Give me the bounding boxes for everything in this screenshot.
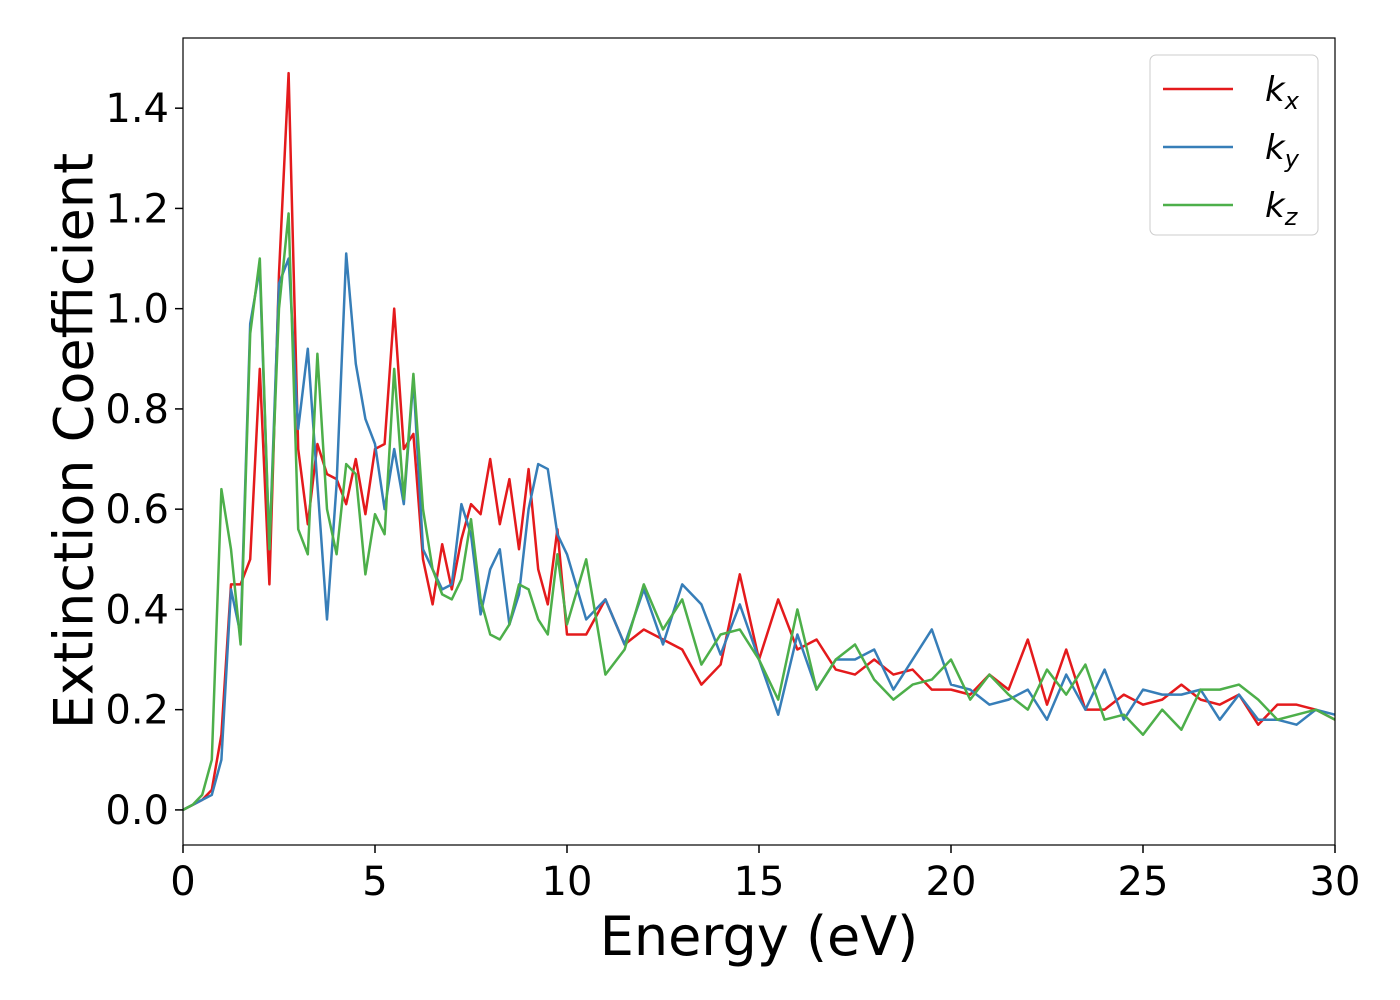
y-tick-label: 0.0: [105, 788, 169, 834]
x-tick-label: 5: [362, 859, 387, 905]
x-tick-label: 15: [734, 859, 785, 905]
y-tick-label: 0.2: [105, 688, 169, 734]
x-tick-label: 30: [1310, 859, 1361, 905]
legend-box: [1149, 54, 1319, 236]
legend-label: ky: [1265, 128, 1300, 173]
legend-label: kx: [1265, 70, 1300, 115]
y-tick-label: 0.6: [105, 487, 169, 533]
x-tick-label: 20: [926, 859, 977, 905]
series-line: [182, 212, 1336, 812]
y-axis-label: Extinction Coefficient: [43, 153, 106, 729]
x-tick-label: 0: [170, 859, 195, 905]
y-tick-label: 1.2: [105, 186, 169, 232]
x-tick-label: 25: [1118, 859, 1169, 905]
plot-frame: [182, 37, 1336, 846]
y-tick-label: 0.4: [105, 587, 169, 633]
y-tick-label: 1.0: [105, 287, 169, 333]
y-tick-label: 1.4: [105, 86, 169, 132]
legend-label: kz: [1265, 186, 1299, 231]
y-tick-label: 0.8: [105, 387, 169, 433]
x-tick-label: 10: [542, 859, 593, 905]
series-line: [182, 252, 1336, 812]
x-axis-label: Energy (eV): [600, 905, 919, 968]
